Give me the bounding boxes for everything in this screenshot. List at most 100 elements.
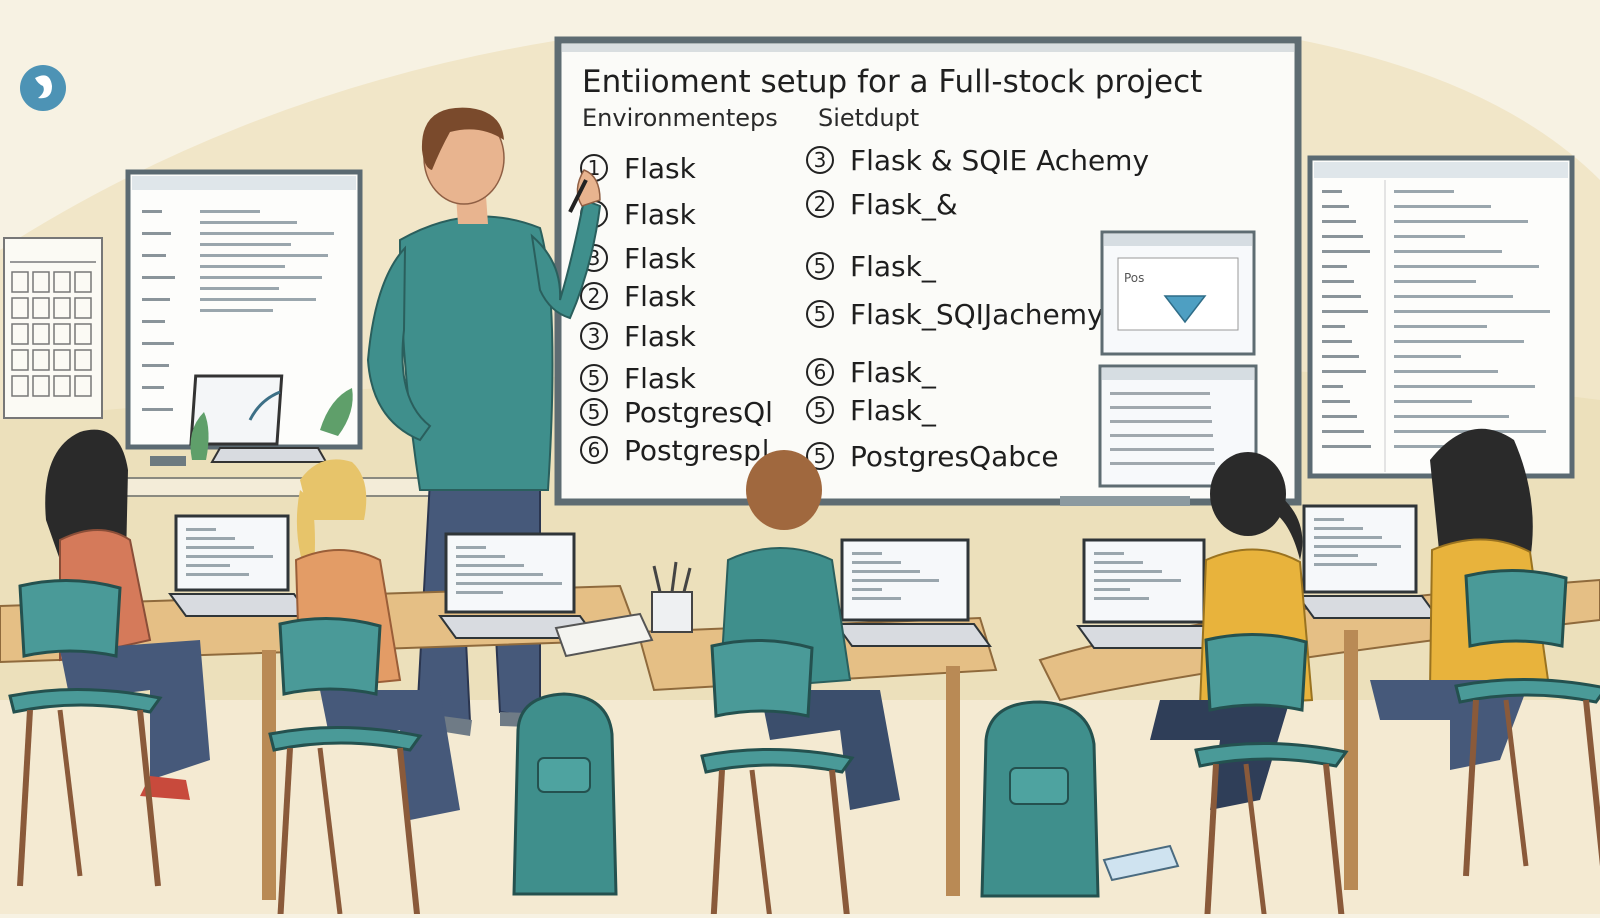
item-label: Flask	[624, 280, 697, 313]
item-label: Flask	[624, 198, 697, 231]
text-line	[1110, 434, 1213, 437]
text-line	[1322, 220, 1356, 223]
calendar-cell	[74, 323, 92, 345]
floor-notebook	[1102, 844, 1180, 882]
text-line	[1322, 280, 1354, 283]
calendar-cell	[74, 375, 92, 397]
text-line	[1322, 235, 1363, 238]
column-1-item: 3 Flask	[580, 242, 697, 275]
item-label: Flask & SQIE Achemy	[850, 144, 1149, 177]
calendar-cell	[11, 271, 29, 293]
chairs	[8, 568, 1600, 918]
calendar-cell	[53, 297, 71, 319]
item-label: PostgresQabce	[850, 440, 1059, 473]
column-1-item: 3 Flask	[580, 320, 697, 353]
text-line	[200, 210, 260, 213]
text-line	[1322, 385, 1343, 388]
chair	[8, 578, 163, 887]
calendar-cell	[32, 271, 50, 293]
text-line	[1394, 340, 1524, 343]
text-line	[1322, 265, 1347, 268]
text-line	[142, 254, 166, 257]
text-line	[1394, 370, 1498, 373]
calendar-cell	[74, 297, 92, 319]
text-line	[142, 298, 170, 301]
column-1-header: Environmenteps	[582, 104, 778, 132]
calendar-cell	[74, 271, 92, 293]
column-1-item: 5 Flask	[580, 362, 697, 395]
inset-screen-caption: Pos	[1124, 271, 1144, 285]
laptop	[1296, 504, 1440, 619]
text-line	[1394, 445, 1483, 448]
number-circle	[806, 396, 834, 424]
calendar-cell	[11, 323, 29, 345]
whiteboard-title: Entiioment setup for a Full-stock projec…	[582, 64, 1202, 100]
calendar-cell	[32, 297, 50, 319]
number-circle	[806, 442, 834, 470]
laptop	[1076, 538, 1228, 649]
column-2-list: 3 Flask & SQIE Achemy 2 Flask_& 5 Flask_ 5 Flas…	[806, 144, 1149, 473]
item-label: Flask	[624, 242, 697, 275]
laptop	[834, 538, 992, 647]
item-label: Flask_	[850, 356, 937, 389]
item-number: 5	[814, 254, 827, 278]
item-label: Flask_&	[850, 188, 958, 221]
item-number: 5	[814, 302, 827, 326]
calendar-cell	[53, 375, 71, 397]
item-number: 3	[814, 148, 827, 172]
text-line	[200, 276, 322, 279]
text-line	[142, 276, 175, 279]
item-label: Flask	[624, 362, 697, 395]
text-line	[1322, 445, 1371, 448]
text-line	[1394, 280, 1476, 283]
back-counter	[124, 374, 446, 497]
text-line	[1394, 265, 1539, 268]
text-line	[1322, 205, 1349, 208]
calendar-cell	[74, 349, 92, 371]
item-label: Postgresp|	[624, 434, 770, 467]
logo	[20, 65, 66, 111]
notebook	[554, 612, 654, 658]
column-1-item: 5 PostgresQl	[580, 396, 773, 429]
laptop	[438, 532, 598, 639]
text-line	[1394, 250, 1502, 253]
laptop	[168, 514, 312, 617]
text-line	[200, 254, 328, 257]
chair	[1454, 568, 1600, 877]
text-line	[1322, 400, 1350, 403]
text-line	[1394, 400, 1472, 403]
chair	[700, 638, 855, 918]
calendar-cell	[53, 271, 71, 293]
text-line	[200, 221, 297, 224]
item-number: 5	[588, 366, 601, 390]
text-line	[1394, 385, 1535, 388]
text-line	[1322, 310, 1368, 313]
item-label: Flask_SQIJachemy	[850, 298, 1104, 331]
text-line	[1322, 295, 1361, 298]
item-number: 6	[814, 360, 827, 384]
text-line	[142, 408, 173, 411]
text-line	[142, 342, 174, 345]
text-line	[142, 210, 162, 213]
text-line	[200, 265, 285, 268]
number-circle	[580, 282, 608, 310]
number-circle	[806, 358, 834, 386]
calendar-cell	[11, 297, 29, 319]
text-line	[142, 386, 164, 389]
chair	[1194, 632, 1349, 918]
text-line	[1322, 325, 1345, 328]
column-2-header: Sietdupt	[818, 104, 919, 132]
inset-table-lines	[1110, 392, 1215, 465]
item-number: 2	[588, 284, 601, 308]
item-label: Flask_	[850, 250, 937, 283]
left-screen-lines	[142, 210, 334, 411]
text-line	[1394, 190, 1454, 193]
text-line	[200, 232, 334, 235]
number-circle	[580, 398, 608, 426]
calendar-cell	[53, 349, 71, 371]
column-2-item: 5 Flask_SQIJachemy	[806, 298, 1104, 331]
student-boy	[718, 450, 900, 810]
calendar-cell	[11, 375, 29, 397]
text-line	[200, 309, 273, 312]
